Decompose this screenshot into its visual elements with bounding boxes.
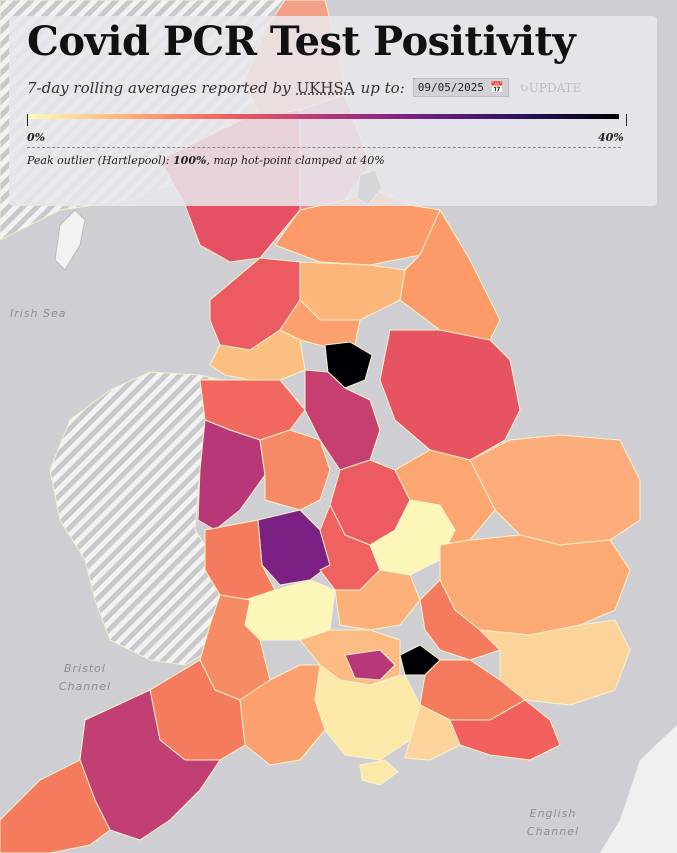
region-birmingham-purple [257, 509, 331, 586]
refresh-icon: ↻ [518, 80, 529, 95]
update-label: UPDATE [528, 80, 582, 95]
france-coast [600, 725, 677, 853]
region-cornwall [0, 759, 111, 853]
sea-label-irish-sea: Irish Sea [10, 307, 67, 320]
region-dorset [239, 664, 326, 766]
subtitle: 7-day rolling averages reported by UKHSA… [27, 78, 581, 97]
calendar-icon[interactable]: 📅 [490, 81, 504, 94]
region-manchester [209, 329, 306, 381]
divider [27, 147, 621, 148]
info-panel [9, 16, 657, 206]
note-suffix: , map hot-point clamped at [206, 154, 357, 167]
region-lincolnshire [379, 329, 521, 461]
isle-of-man [54, 209, 86, 271]
note-prefix: Peak outlier (Hartlepool): [27, 154, 170, 167]
subtitle-suffix: up to: [360, 78, 405, 97]
note-value: 100% [173, 154, 207, 167]
region-shropshire [197, 419, 266, 531]
update-button[interactable]: ↻UPDATE [519, 81, 582, 95]
region-kent [479, 619, 631, 706]
legend-tick-min [27, 114, 28, 126]
subtitle-prefix: 7-day rolling averages reported by [27, 78, 291, 97]
legend-tick-max [626, 114, 627, 126]
date-input[interactable]: 09/05/2025 📅 [412, 78, 509, 97]
region-north-yorkshire [299, 261, 406, 321]
outlier-note: Peak outlier (Hartlepool): 100%, map hot… [27, 154, 385, 167]
sea-label-bristol-channel: Bristol Channel [58, 662, 112, 693]
region-derbyshire [304, 369, 381, 471]
region-sussex-east [449, 699, 561, 761]
source-link[interactable]: UKHSA [296, 78, 355, 97]
region-staffordshire [259, 429, 331, 511]
region-swindon-magenta [344, 649, 396, 681]
region-norfolk [469, 434, 641, 546]
sea-label-english-channel: English Channel [526, 807, 580, 838]
region-isle-of-wight [359, 759, 399, 786]
note-clamp: 40% [360, 154, 385, 167]
page-title: Covid PCR Test Positivity [27, 18, 576, 65]
region-sussex-west [404, 704, 461, 761]
region-essex [439, 534, 631, 636]
legend-min-label: 0% [27, 131, 46, 144]
date-value: 09/05/2025 [417, 81, 485, 94]
legend-max-label: 40% [598, 131, 624, 144]
legend-color-bar [27, 114, 619, 119]
